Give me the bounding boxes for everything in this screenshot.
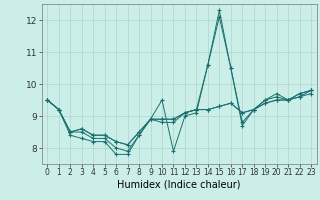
X-axis label: Humidex (Indice chaleur): Humidex (Indice chaleur) xyxy=(117,180,241,190)
